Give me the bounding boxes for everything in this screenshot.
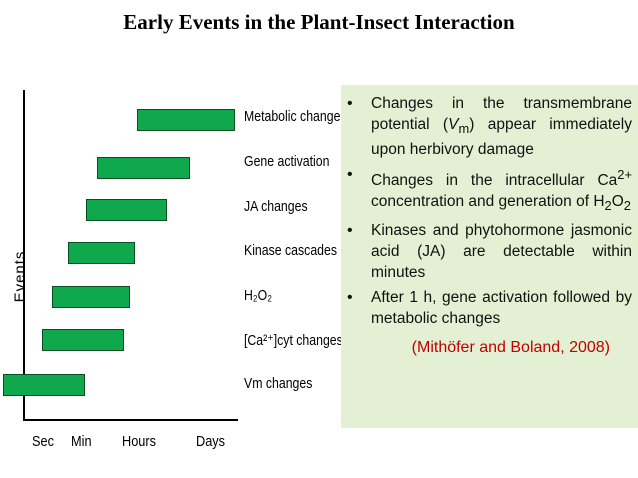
- bullet-list: • Changes in the transmembrane potential …: [345, 93, 632, 329]
- x-tick-min: Min: [71, 433, 92, 450]
- bar-gene-activation: [97, 157, 190, 179]
- bullet-text: After 1 h, gene activation followed by m…: [371, 289, 632, 328]
- bullet-item: • Kinases and phytohormone jasmonic acid …: [345, 220, 632, 283]
- x-tick-days: Days: [196, 433, 226, 450]
- bar-metabolic-changes: [137, 109, 235, 131]
- bullet-item: • After 1 h, gene activation followed by …: [345, 287, 632, 329]
- event-label-h2o2: H₂O₂: [244, 287, 273, 304]
- bullet-dot-icon: •: [347, 222, 353, 240]
- slide-title: Early Events in the Plant-Insect Interac…: [123, 10, 515, 34]
- bar-ja-changes: [86, 199, 167, 221]
- bullet-text: Kinases and phytohormone jasmonic acid (…: [371, 222, 632, 282]
- event-label-gene: Gene activation: [244, 153, 330, 170]
- summary-textbox: • Changes in the transmembrane potential …: [341, 85, 638, 428]
- bullet-dot-icon: •: [347, 95, 353, 112]
- bullet-item: • Changes in the intracellular Ca2+ conce…: [345, 164, 632, 216]
- x-axis-line: [23, 419, 238, 421]
- event-label-kinase: Kinase cascades: [244, 242, 337, 259]
- event-label-metabolic: Metabolic changes: [244, 108, 347, 125]
- event-label-ca: [Ca²⁺]cyt changes: [244, 332, 343, 349]
- y-axis-label: Events: [11, 250, 29, 303]
- bullet-dot-icon: •: [347, 289, 353, 307]
- citation: (Mithöfer and Boland, 2008): [411, 339, 610, 357]
- x-tick-hours: Hours: [122, 433, 157, 450]
- event-label-vm: Vm changes: [244, 375, 313, 392]
- y-axis-line: [23, 90, 25, 420]
- bullet-item: • Changes in the transmembrane potential …: [345, 93, 632, 160]
- bullet-text: Changes in the intracellular Ca2+ concen…: [371, 167, 632, 214]
- bullet-dot-icon: •: [347, 166, 353, 184]
- event-label-ja: JA changes: [244, 198, 308, 215]
- bar-h2o2: [52, 286, 130, 308]
- bullet-text: Changes in the transmembrane potential (…: [371, 95, 633, 159]
- bar-ca-changes: [42, 329, 124, 351]
- bar-kinase-cascades: [68, 242, 135, 264]
- bar-vm-changes: [3, 374, 85, 396]
- x-tick-sec: Sec: [32, 433, 54, 450]
